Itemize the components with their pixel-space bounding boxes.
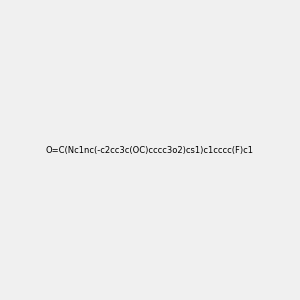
Text: O=C(Nc1nc(-c2cc3c(OC)cccc3o2)cs1)c1cccc(F)c1: O=C(Nc1nc(-c2cc3c(OC)cccc3o2)cs1)c1cccc(… [46, 146, 254, 154]
